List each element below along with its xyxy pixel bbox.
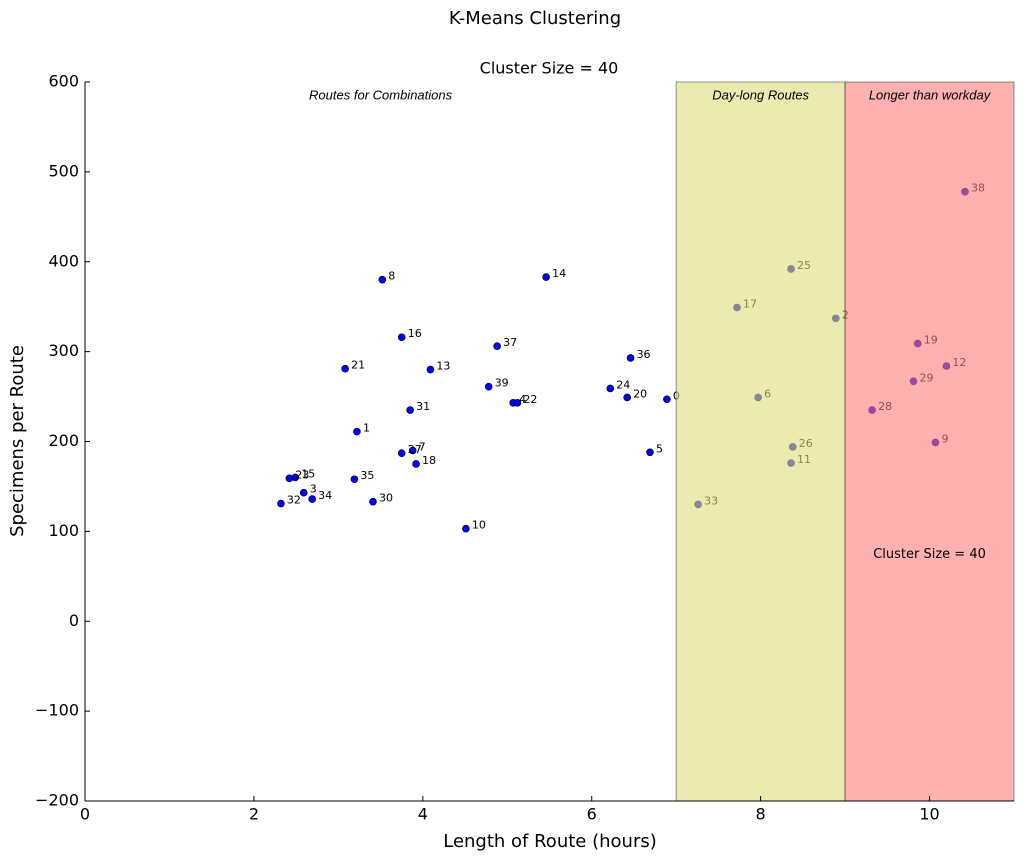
y-tick-label: −100 <box>35 701 79 720</box>
point <box>484 382 493 391</box>
annotation: Cluster Size = 40 <box>873 547 986 562</box>
point-label: 24 <box>616 378 630 391</box>
point-label: 36 <box>637 348 651 361</box>
point-label: 3 <box>310 483 317 496</box>
y-tick-label: 400 <box>48 251 79 270</box>
point <box>408 446 417 455</box>
point-label: 16 <box>408 327 422 340</box>
point-label: 37 <box>503 336 517 349</box>
x-tick-label: 6 <box>587 805 597 824</box>
y-tick-label: −200 <box>35 791 79 810</box>
y-tick-label: 0 <box>69 611 79 630</box>
y-tick-label: 500 <box>48 161 79 180</box>
point-label: 30 <box>379 492 393 505</box>
point <box>663 395 671 404</box>
region-label: Day-long Routes <box>712 87 809 102</box>
point-label: 22 <box>523 393 537 406</box>
point <box>397 333 406 342</box>
point-label: 13 <box>436 360 450 373</box>
point <box>426 365 435 374</box>
point-label: 4 <box>519 393 526 406</box>
region-label: Longer than workday <box>869 87 992 102</box>
region <box>844 81 1015 802</box>
point-label: 1 <box>363 422 370 435</box>
point <box>285 474 294 483</box>
point-label: 39 <box>495 377 509 390</box>
point-label: 10 <box>472 519 486 532</box>
point <box>277 499 285 508</box>
x-tick-label: 2 <box>249 805 259 824</box>
point <box>606 384 615 393</box>
y-tick-label: 300 <box>48 341 79 360</box>
chart-title: K-Means Clustering <box>449 8 621 29</box>
point-label: 21 <box>351 359 365 372</box>
x-axis-label: Length of Route (hours) <box>443 831 657 852</box>
point <box>308 495 316 503</box>
point-label: 23 <box>295 468 309 481</box>
point <box>369 497 377 506</box>
point <box>493 342 501 351</box>
point <box>406 406 414 414</box>
region-label: Routes for Combinations <box>309 87 453 102</box>
point <box>646 448 654 457</box>
chart-subtitle: Cluster Size = 40 <box>480 59 619 78</box>
point-label: 34 <box>318 489 332 502</box>
x-tick-label: 10 <box>919 805 939 824</box>
point-label: 27 <box>408 443 422 456</box>
point <box>353 427 361 436</box>
point <box>626 354 635 362</box>
point <box>412 460 420 468</box>
point <box>513 399 522 407</box>
point-label: 15 <box>301 467 315 480</box>
point-label: 14 <box>552 267 566 280</box>
point-label: 32 <box>287 494 301 507</box>
region <box>675 81 846 802</box>
x-tick-label: 0 <box>80 805 90 824</box>
point-label: 35 <box>360 469 374 482</box>
x-tick-label: 4 <box>418 805 428 824</box>
point-label: 8 <box>388 270 395 283</box>
x-tick-label: 8 <box>756 805 766 824</box>
y-tick-label: 100 <box>48 521 79 540</box>
point <box>623 393 631 402</box>
point <box>462 524 470 533</box>
point-label: 7 <box>419 440 426 453</box>
y-axis-label: Specimens per Route <box>7 345 28 537</box>
point <box>350 475 359 484</box>
point-label: 31 <box>416 400 430 413</box>
point <box>299 488 308 497</box>
point <box>542 273 550 281</box>
point <box>397 449 406 457</box>
y-tick-label: 600 <box>48 72 79 91</box>
point <box>378 275 387 284</box>
point <box>341 364 349 373</box>
point-label: 5 <box>656 442 663 455</box>
y-tick-label: 200 <box>48 431 79 450</box>
point-label: 18 <box>422 454 436 467</box>
point-label: 20 <box>633 387 647 400</box>
